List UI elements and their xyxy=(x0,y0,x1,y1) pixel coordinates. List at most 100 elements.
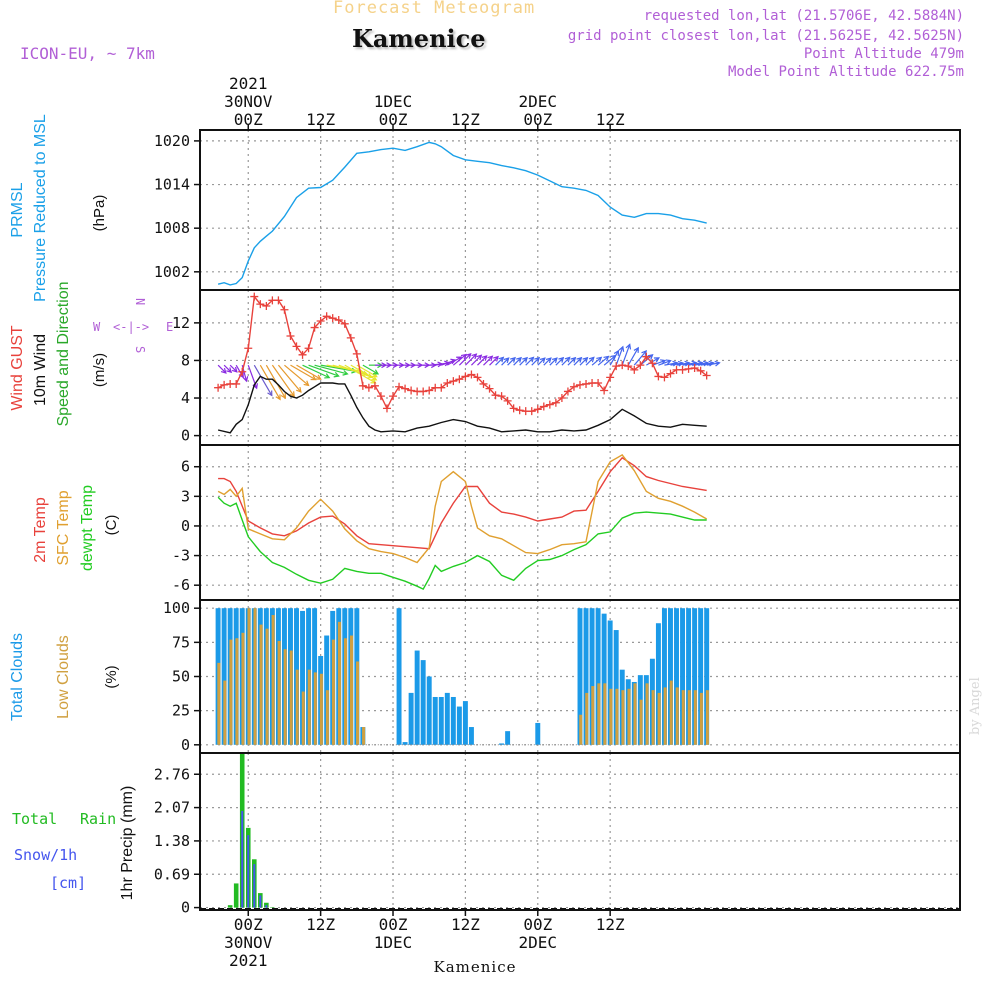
gust-marker xyxy=(684,364,693,373)
rain-label: Rain xyxy=(80,810,116,828)
wind-arrow xyxy=(615,345,625,366)
precip-unit-label: 1hr Precip (mm) xyxy=(119,786,136,901)
wind-arrow xyxy=(290,364,317,381)
wind-arrow-shaft xyxy=(627,347,639,366)
low-cloud-bar xyxy=(585,692,589,745)
time-label-top: 12Z xyxy=(306,110,335,129)
gust-marker xyxy=(509,404,518,413)
gust-marker xyxy=(232,379,241,388)
dewpt-temp-line xyxy=(217,496,707,591)
precip-snow-bar xyxy=(265,905,268,908)
cm-label: [cm] xyxy=(50,874,86,892)
y-tick-label: 8 xyxy=(181,351,190,369)
wind-arrow-shaft xyxy=(609,350,619,366)
wind-arrow-head xyxy=(633,346,639,353)
faint-title: Forecast Meteogram xyxy=(333,0,536,18)
gust-marker xyxy=(576,380,584,389)
gust-marker xyxy=(624,362,633,371)
low-cloud-bar xyxy=(319,673,323,745)
wind-label: 10m Wind xyxy=(32,334,49,406)
wind-arrow-head xyxy=(296,386,302,393)
low-cloud-bar xyxy=(253,608,257,745)
wind-arrow xyxy=(217,364,227,374)
total-cloud-bar xyxy=(535,722,541,745)
gust-marker xyxy=(539,402,548,411)
gust-marker xyxy=(437,383,446,392)
y-tick-label: 12 xyxy=(172,314,190,332)
gust-marker xyxy=(304,344,313,353)
y-tick-label: 3 xyxy=(181,487,190,505)
low-cloud-bar xyxy=(699,692,703,745)
low-cloud-bar xyxy=(603,683,607,745)
y-tick-label: 1002 xyxy=(154,263,190,281)
wind-arrow xyxy=(464,353,478,366)
total-cloud-bar xyxy=(655,623,661,745)
grid-coords: grid point closest lon,lat (21.5625E, 42… xyxy=(567,28,964,44)
wind-arrow xyxy=(284,364,310,387)
wind-arrow xyxy=(513,356,522,366)
gust-marker xyxy=(340,319,349,328)
low-cloud-bar xyxy=(591,686,595,745)
wind-arrow-head xyxy=(714,360,721,367)
low-cloud-bar xyxy=(307,669,311,745)
wind-arrow-shaft xyxy=(253,364,273,396)
gust-marker xyxy=(648,359,657,368)
wind-arrow xyxy=(477,355,488,366)
time-label-top: 2021 xyxy=(229,74,268,93)
wind-arrow-shaft xyxy=(585,356,595,366)
wind-arrow-head xyxy=(460,353,467,360)
wind-arrow xyxy=(531,356,541,366)
wind-arrow-shaft xyxy=(531,357,540,366)
wind-arrow-shaft xyxy=(284,364,309,386)
wind-arrow-head xyxy=(315,374,322,380)
wind-arrow-shaft xyxy=(447,356,462,366)
gust-marker xyxy=(274,296,283,305)
low-cloud-bar xyxy=(609,688,613,745)
total-cloud-bar xyxy=(414,650,420,745)
total-cloud-bar xyxy=(674,608,679,745)
gust-marker xyxy=(286,332,295,341)
gust-marker xyxy=(606,373,615,382)
gust-marker xyxy=(503,396,512,405)
gust-marker xyxy=(479,379,488,388)
gust-marker xyxy=(563,387,572,396)
low-cloud-bar xyxy=(343,638,347,745)
low-cloud-bar xyxy=(657,692,661,745)
wind-arrow-shaft xyxy=(296,364,322,380)
pressure-unit-label: (hPa) xyxy=(91,195,108,232)
wind-arrow-head xyxy=(516,356,522,363)
gust-marker xyxy=(401,384,410,393)
time-label-bottom: 12Z xyxy=(306,915,335,934)
panel-frame xyxy=(199,444,961,601)
total-cloud-bar xyxy=(499,743,505,745)
time-label-bottom: 12Z xyxy=(596,915,625,934)
wind-arrow-shaft xyxy=(464,353,477,366)
total-cloud-bar xyxy=(300,610,306,745)
y-tick-label: 0.69 xyxy=(154,865,190,883)
gust-marker xyxy=(660,373,669,382)
y-tick-label: 1008 xyxy=(154,219,190,237)
wind-arrow-shaft xyxy=(362,364,379,375)
wind-arrow xyxy=(501,357,510,366)
wind-arrow-shaft xyxy=(356,364,378,378)
total-cloud-bar xyxy=(583,608,589,745)
total-cloud-bar xyxy=(607,620,613,745)
precip-total-bar xyxy=(227,905,233,908)
low-cloud-bar xyxy=(651,690,655,745)
y-tick-label: 4 xyxy=(181,389,190,407)
total-cloud-bar xyxy=(444,692,450,745)
gust-marker xyxy=(328,314,337,323)
precip-snow-bar xyxy=(241,810,244,908)
y-tick-label: 100 xyxy=(163,599,190,617)
wind-arrow xyxy=(489,355,499,366)
wind-arrow-shaft xyxy=(658,360,671,366)
gust-marker xyxy=(244,344,253,353)
wind-arrow xyxy=(362,364,380,375)
wind-arrow-shaft xyxy=(633,350,647,366)
wind-arrow-head xyxy=(528,356,535,363)
wind-arrow-head xyxy=(596,356,603,363)
wind-arrow-head xyxy=(551,357,558,364)
time-label-bottom: 12Z xyxy=(451,915,480,934)
gust-marker xyxy=(527,407,536,416)
